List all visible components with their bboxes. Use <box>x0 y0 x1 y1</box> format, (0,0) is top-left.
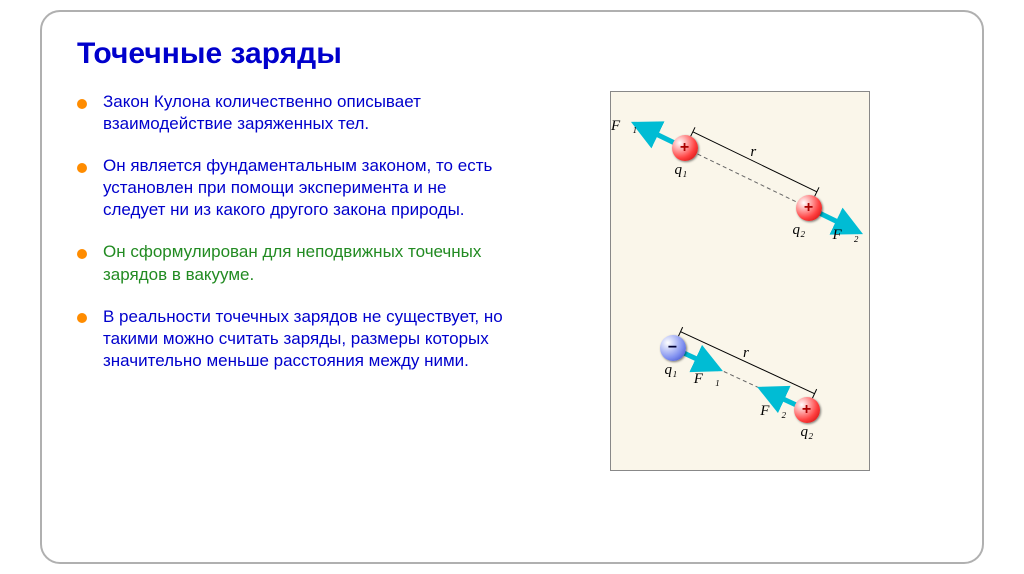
negative-charge: − <box>660 335 686 361</box>
physics-label: q₁ <box>665 362 678 379</box>
bullet-list-container: Закон Кулона количественно описывает вза… <box>77 91 512 471</box>
bullet-item: Закон Кулона количественно описывает вза… <box>77 91 512 135</box>
physics-label: q₂ <box>801 424 814 441</box>
slide-title: Точечные заряды <box>77 37 947 71</box>
bullet-item: Он сформулирован для неподвижных точечны… <box>77 241 512 285</box>
slide-frame: Точечные заряды Закон Кулона количествен… <box>40 10 984 564</box>
physics-label: F⃗₂ <box>760 403 786 420</box>
physics-figure: r++F⃗₁q₁q₂F⃗₂r−+q₁F⃗₁F⃗₂q₂ <box>610 91 870 471</box>
positive-charge: + <box>794 397 820 423</box>
bullet-item: Он является фундаментальным законом, то … <box>77 155 512 221</box>
force-arrow <box>611 92 871 472</box>
physics-label: F⃗₁ <box>694 371 720 388</box>
content-row: Закон Кулона количественно описывает вза… <box>77 91 947 471</box>
bullet-list: Закон Кулона количественно описывает вза… <box>77 91 512 372</box>
bullet-item: В реальности точечных зарядов не существ… <box>77 306 512 372</box>
figure-container: r++F⃗₁q₁q₂F⃗₂r−+q₁F⃗₁F⃗₂q₂ <box>532 91 947 471</box>
